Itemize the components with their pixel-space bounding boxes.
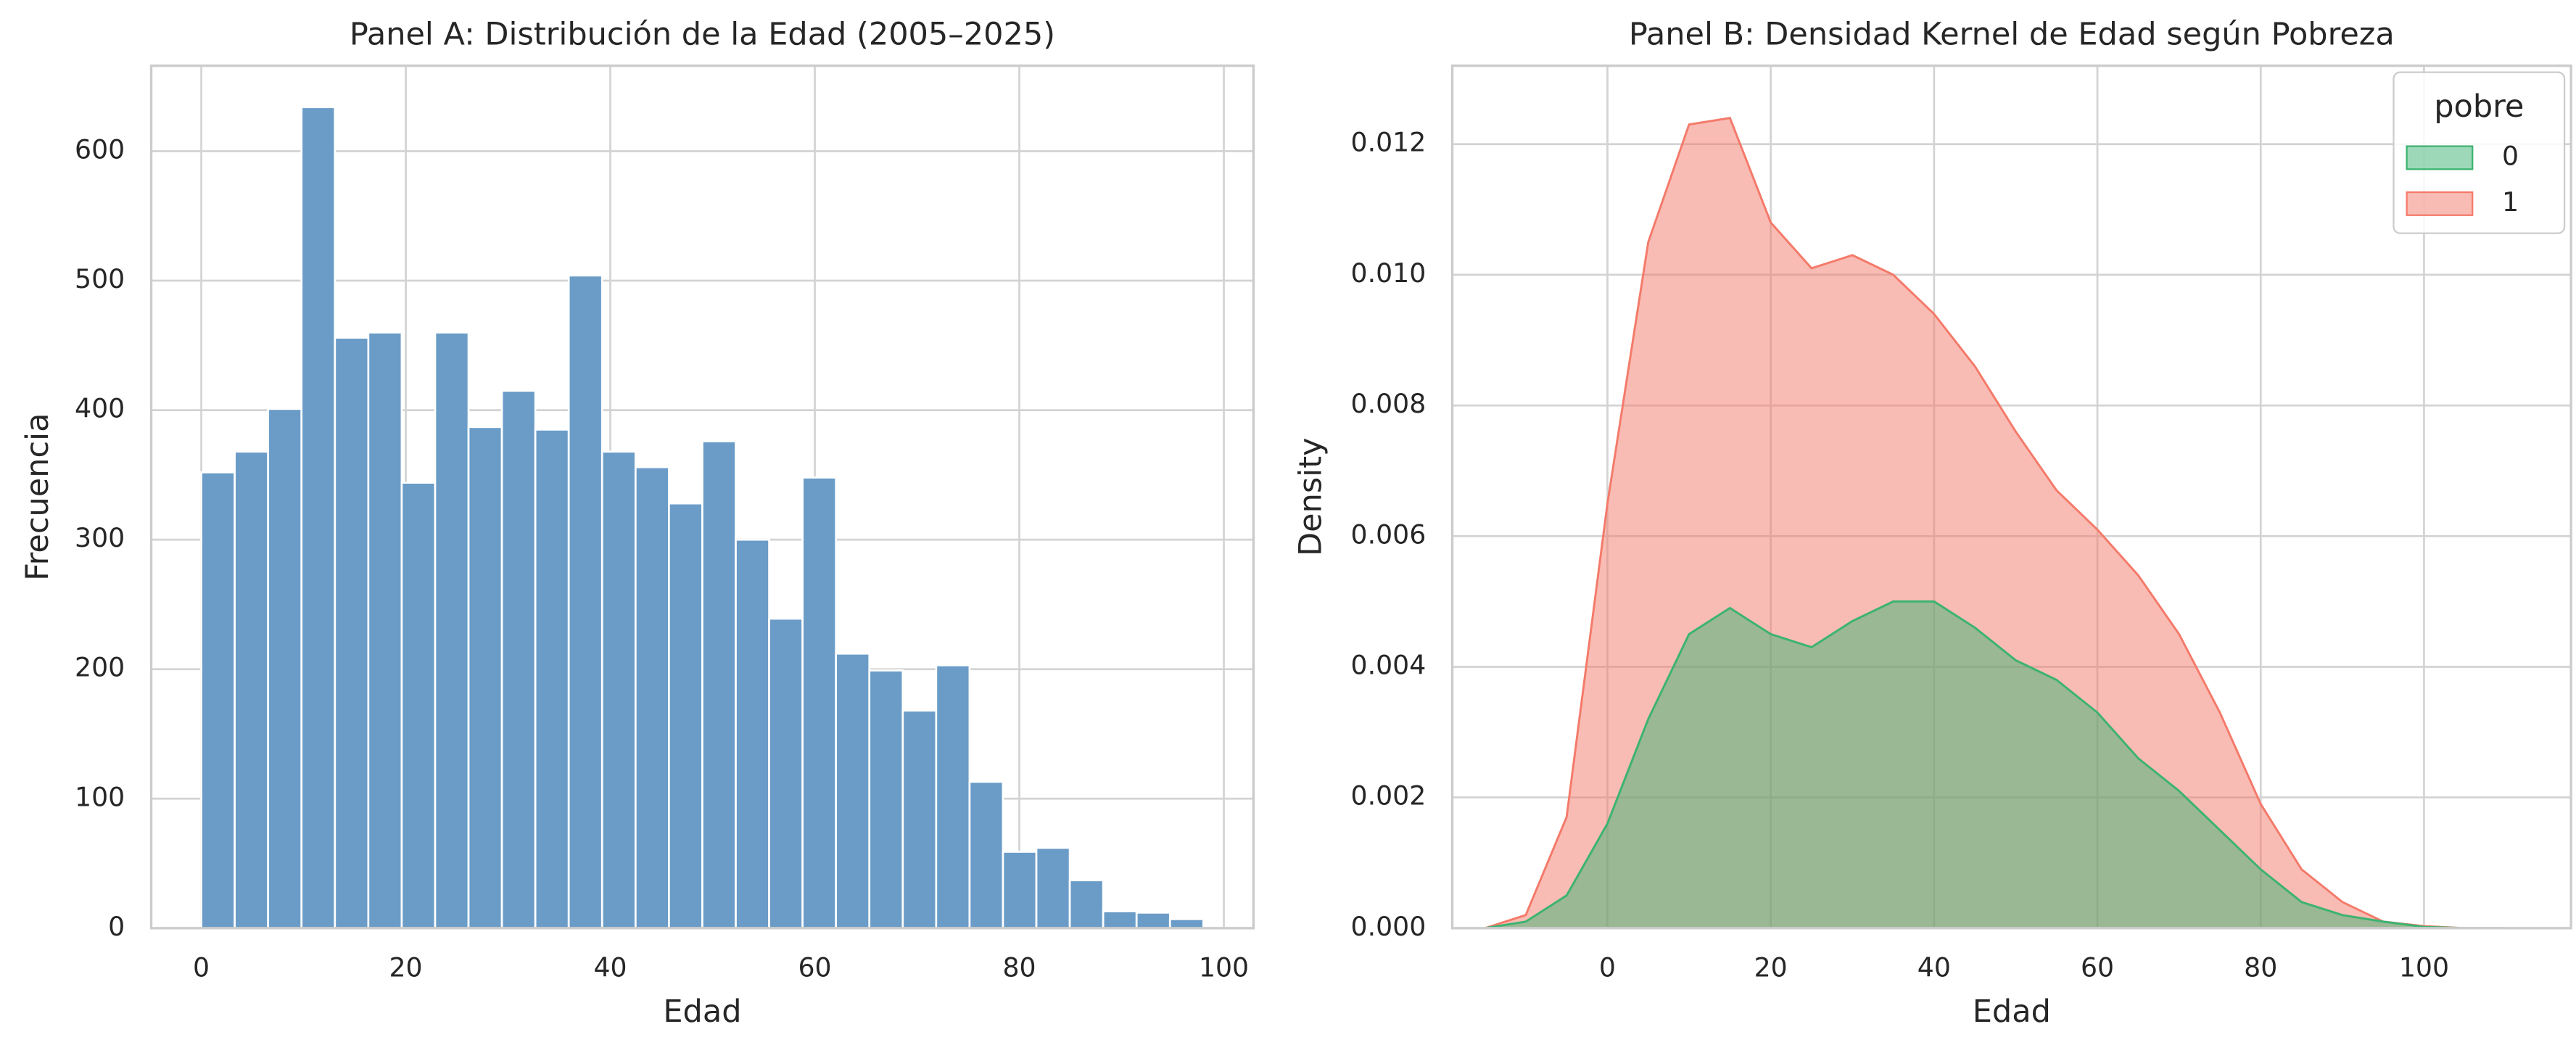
legend-title: pobre [2434, 88, 2524, 125]
plot-frame [1450, 64, 2572, 930]
chart-title: Panel A: Distribución de la Edad (2005–2… [350, 16, 1055, 52]
bar [567, 274, 603, 930]
bar [868, 669, 904, 930]
bar [200, 471, 236, 930]
bar [300, 106, 337, 930]
plot-frame [149, 64, 1255, 930]
x-axis-label: Edad [663, 994, 741, 1030]
x-tick-label: 0 [1599, 951, 1616, 983]
x-tick-label: 20 [1754, 951, 1788, 983]
y-tick-label: 0.002 [1351, 780, 1427, 812]
bar [668, 502, 703, 930]
y-tick-label: 600 [75, 133, 125, 165]
bar [968, 780, 1004, 930]
bar [334, 336, 370, 930]
x-tick-label: 100 [2399, 951, 2449, 983]
bar [801, 476, 838, 930]
bar [1002, 851, 1038, 930]
bar [901, 709, 938, 930]
bar [701, 440, 737, 930]
x-tick-label: 100 [1199, 951, 1249, 983]
bar [467, 426, 503, 930]
bar [534, 429, 570, 930]
bar [400, 482, 437, 930]
legend-label: 0 [2502, 140, 2519, 171]
x-tick-label: 20 [389, 951, 423, 983]
bar [735, 538, 770, 930]
y-tick-label: 200 [75, 652, 125, 683]
x-tick-label: 60 [798, 951, 831, 983]
x-tick-label: 0 [193, 951, 210, 983]
y-tick-label: 100 [75, 781, 125, 812]
bar [1068, 879, 1105, 930]
bar [1035, 846, 1071, 930]
x-tick-label: 40 [593, 951, 627, 983]
bar [1135, 912, 1171, 930]
area-fill [1485, 601, 2506, 928]
y-tick-label: 0 [108, 911, 125, 942]
y-tick-label: 500 [75, 263, 125, 294]
bar [367, 331, 403, 930]
bar [234, 450, 270, 930]
y-tick-label: 0.000 [1351, 911, 1427, 942]
y-tick-label: 0.012 [1351, 127, 1427, 158]
bar [768, 617, 804, 930]
density-line [1485, 600, 2506, 930]
bar [600, 450, 637, 930]
bar [267, 408, 303, 930]
bar [1168, 917, 1205, 930]
x-tick-label: 60 [2081, 951, 2114, 983]
y-tick-label: 400 [75, 393, 125, 424]
density-line [1485, 117, 2506, 930]
x-tick-label: 80 [1002, 951, 1036, 983]
y-tick-label: 0.004 [1351, 649, 1427, 680]
bar [1102, 910, 1138, 930]
x-tick-label: 80 [2244, 951, 2277, 983]
legend-swatch [2406, 191, 2474, 216]
y-tick-label: 0.006 [1351, 519, 1427, 550]
y-axis-label: Density [1292, 437, 1329, 556]
y-axis-label: Frecuencia [20, 413, 56, 581]
y-tick-label: 0.008 [1351, 388, 1427, 419]
bar [500, 389, 537, 930]
legend-swatch [2406, 145, 2474, 170]
bar [835, 652, 871, 930]
y-tick-label: 0.010 [1351, 257, 1427, 289]
legend-label: 1 [2502, 186, 2519, 218]
bar [935, 664, 971, 930]
y-tick-label: 300 [75, 522, 125, 553]
x-tick-label: 40 [1917, 951, 1951, 983]
bar [434, 331, 470, 930]
x-axis-label: Edad [1973, 994, 2051, 1030]
bar [634, 466, 670, 930]
chart-title: Panel B: Densidad Kernel de Edad según P… [1629, 16, 2395, 52]
